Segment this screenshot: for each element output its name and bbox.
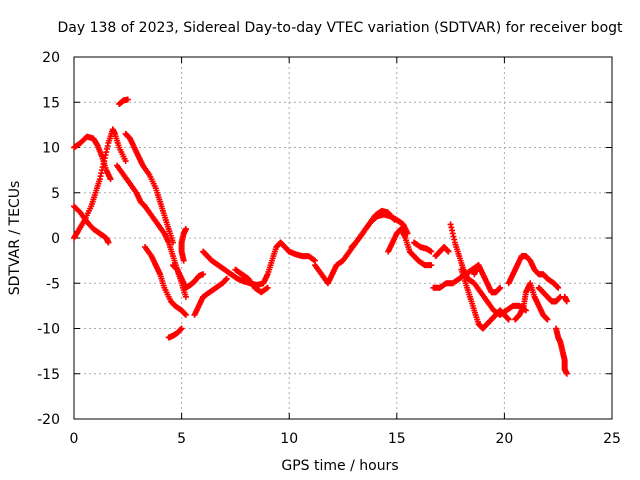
x-tick-label: 5 xyxy=(177,431,186,447)
series-track-ab xyxy=(553,325,570,377)
data-point xyxy=(563,298,570,305)
data-point xyxy=(445,248,452,255)
series-track-c xyxy=(71,203,112,246)
data-points xyxy=(71,96,570,377)
series-track-o xyxy=(312,207,398,287)
series-track-j xyxy=(178,225,189,264)
data-point xyxy=(497,284,504,291)
x-tick-label: 15 xyxy=(388,431,406,447)
data-point xyxy=(563,370,570,377)
data-point xyxy=(555,284,562,291)
series-track-i xyxy=(169,262,207,291)
series-track-aa xyxy=(561,293,570,305)
data-point xyxy=(505,316,512,323)
y-tick-label: -5 xyxy=(46,276,60,292)
y-tick-label: -10 xyxy=(37,322,60,338)
y-tick-label: -20 xyxy=(37,412,60,428)
data-point xyxy=(428,262,435,269)
y-tick-label: -15 xyxy=(37,367,60,383)
series-track-k xyxy=(191,275,230,318)
y-tick-label: 20 xyxy=(42,50,60,66)
series-track-s xyxy=(432,244,452,260)
data-point xyxy=(107,176,114,183)
data-point xyxy=(200,271,207,278)
series-track-r xyxy=(411,239,435,255)
data-point xyxy=(169,239,176,246)
series-track-d xyxy=(116,96,131,108)
x-axis-label: GPS time / hours xyxy=(281,458,398,474)
y-axis-label: SDTVAR / TECUs xyxy=(7,181,23,296)
data-point xyxy=(182,293,189,300)
series-track-m xyxy=(232,266,271,296)
data-point xyxy=(180,257,187,264)
x-tick-label: 10 xyxy=(280,431,298,447)
series-track-v xyxy=(458,266,512,332)
data-point xyxy=(264,284,271,291)
y-axis-ticks: -20 -15 -10 -5 0 5 10 15 20 xyxy=(37,50,612,428)
x-tick-label: 20 xyxy=(495,431,513,447)
series-track-q xyxy=(385,225,435,269)
grid-lines xyxy=(74,57,612,419)
data-point xyxy=(223,275,230,282)
data-point xyxy=(178,325,185,332)
series-track-l xyxy=(200,239,293,289)
series-track-b xyxy=(71,133,114,183)
data-point xyxy=(182,311,189,318)
series-track-n xyxy=(286,248,319,264)
data-point xyxy=(428,248,435,255)
y-tick-label: 10 xyxy=(42,141,60,157)
data-point xyxy=(122,158,129,165)
series-track-h xyxy=(165,325,185,341)
series-track-y xyxy=(512,280,551,323)
y-tick-label: 5 xyxy=(51,186,60,202)
y-tick-label: 0 xyxy=(51,231,60,247)
series-track-z xyxy=(535,284,564,305)
series-track-g xyxy=(142,244,189,318)
series-track-e xyxy=(114,162,189,300)
series-track-p xyxy=(348,211,411,251)
data-point xyxy=(124,96,131,103)
series-track-f xyxy=(122,130,176,246)
chart-title: Day 138 of 2023, Sidereal Day-to-day VTE… xyxy=(57,20,623,36)
x-tick-label: 0 xyxy=(70,431,79,447)
data-point xyxy=(105,239,112,246)
series-track-w xyxy=(471,262,504,296)
data-point xyxy=(544,316,551,323)
x-axis-ticks: 0 5 10 15 20 25 xyxy=(70,57,621,447)
series-track-x xyxy=(505,253,562,291)
y-tick-label: 15 xyxy=(42,95,60,111)
series-track-a xyxy=(71,126,129,241)
x-tick-label: 25 xyxy=(603,431,621,447)
